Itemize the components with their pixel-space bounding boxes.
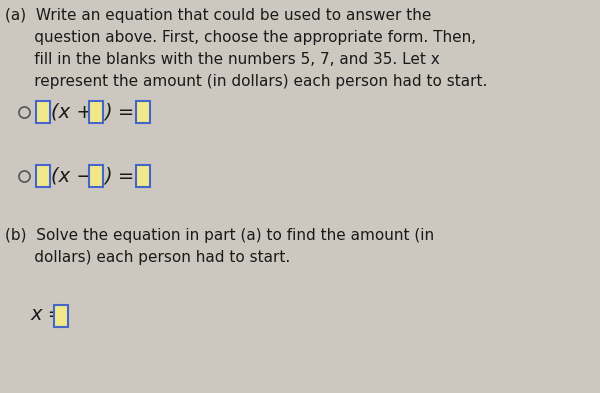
FancyBboxPatch shape	[36, 165, 50, 187]
Text: dollars) each person had to start.: dollars) each person had to start.	[5, 250, 290, 265]
Text: (x −: (x −	[51, 166, 99, 185]
Text: x =: x =	[30, 305, 70, 324]
Text: represent the amount (in dollars) each person had to start.: represent the amount (in dollars) each p…	[5, 74, 487, 89]
FancyBboxPatch shape	[89, 165, 103, 187]
Text: (a)  Write an equation that could be used to answer the: (a) Write an equation that could be used…	[5, 8, 431, 23]
FancyBboxPatch shape	[89, 101, 103, 123]
Text: ) =: ) =	[104, 102, 140, 121]
Text: ) =: ) =	[104, 166, 140, 185]
Text: question above. First, choose the appropriate form. Then,: question above. First, choose the approp…	[5, 30, 476, 45]
FancyBboxPatch shape	[54, 305, 68, 327]
FancyBboxPatch shape	[136, 165, 150, 187]
Text: (x +: (x +	[51, 102, 99, 121]
FancyBboxPatch shape	[36, 101, 50, 123]
FancyBboxPatch shape	[136, 101, 150, 123]
Text: fill in the blanks with the numbers 5, 7, and 35. Let x: fill in the blanks with the numbers 5, 7…	[5, 52, 440, 67]
Text: (b)  Solve the equation in part (a) to find the amount (in: (b) Solve the equation in part (a) to fi…	[5, 228, 434, 243]
